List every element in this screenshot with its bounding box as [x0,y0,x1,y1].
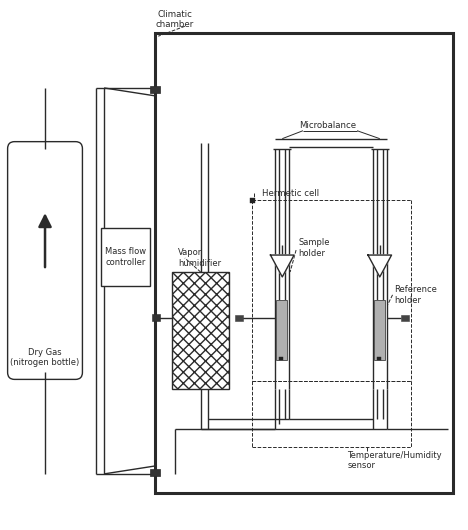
Text: Reference
holder: Reference holder [395,285,438,305]
Bar [402,315,410,321]
Polygon shape [271,255,294,277]
Bar [377,357,381,360]
Bar [152,314,160,321]
Text: Hermetic cell: Hermetic cell [262,189,319,198]
FancyBboxPatch shape [7,142,82,379]
Bar [250,198,255,204]
Bar [155,33,453,493]
Bar [235,315,243,321]
Text: Mass flow
controller: Mass flow controller [105,248,146,267]
Bar [279,357,283,360]
Bar [172,272,229,390]
Text: Dry Gas
(nitrogen bottle): Dry Gas (nitrogen bottle) [10,348,80,367]
Bar [150,86,160,93]
Bar [374,300,385,359]
Polygon shape [368,255,392,277]
Bar [150,469,160,476]
Bar [101,228,150,286]
Text: Climatic
chamber: Climatic chamber [156,10,194,29]
Text: Microbalance: Microbalance [299,121,356,130]
Bar [277,300,287,359]
Text: Sample
holder: Sample holder [298,238,329,258]
Text: Temperature/Humidity
sensor: Temperature/Humidity sensor [347,451,442,471]
Text: Vapor
humidifier: Vapor humidifier [178,249,221,268]
